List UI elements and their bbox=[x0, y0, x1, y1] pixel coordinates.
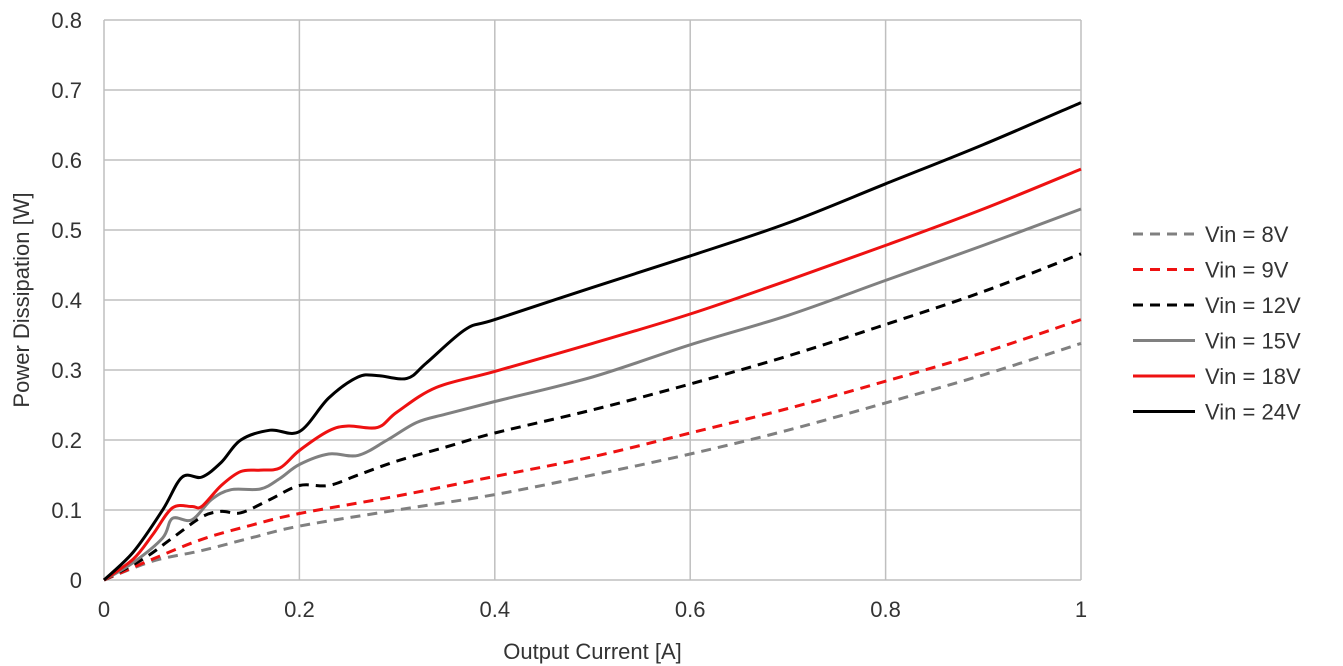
series-line-vin-8v bbox=[103, 341, 1082, 582]
x-tick-label: 1 bbox=[1075, 597, 1087, 622]
x-tick-label: 0.4 bbox=[480, 597, 511, 622]
x-tick-label: 0 bbox=[98, 597, 110, 622]
legend-label: Vin = 18V bbox=[1205, 364, 1301, 389]
legend-label: Vin = 15V bbox=[1205, 329, 1301, 354]
tick-labels: 0 0.1 0.2 0.3 0.4 0.5 0.6 0.7 0.8 0 0.2 0.4 0.6 0.8 1 bbox=[51, 8, 1087, 622]
series-line-vin-9v bbox=[103, 318, 1082, 582]
y-tick-label: 0 bbox=[70, 568, 82, 593]
y-tick-label: 0.3 bbox=[51, 358, 82, 383]
x-tick-label: 0.8 bbox=[870, 597, 901, 622]
y-axis-title: Power Dissipation [W] bbox=[9, 192, 34, 407]
y-tick-label: 0.6 bbox=[51, 148, 82, 173]
legend-label: Vin = 12V bbox=[1205, 293, 1301, 318]
y-tick-label: 0.5 bbox=[51, 218, 82, 243]
series-line-vin-15v bbox=[103, 207, 1082, 582]
y-tick-label: 0.8 bbox=[51, 8, 82, 33]
y-tick-label: 0.1 bbox=[51, 498, 82, 523]
legend: Vin = 8V Vin = 9V Vin = 12V Vin = 15V Vin = … bbox=[1133, 222, 1301, 425]
y-tick-label: 0.2 bbox=[51, 428, 82, 453]
grid bbox=[103, 19, 1082, 581]
legend-label: Vin = 24V bbox=[1205, 400, 1301, 425]
legend-label: Vin = 9V bbox=[1205, 258, 1289, 283]
legend-label: Vin = 8V bbox=[1205, 222, 1289, 247]
x-tick-label: 0.2 bbox=[284, 597, 315, 622]
y-tick-label: 0.7 bbox=[51, 78, 82, 103]
series-line-vin-24v bbox=[102, 101, 1082, 582]
series-line-vin-12v bbox=[103, 252, 1082, 582]
x-tick-label: 0.6 bbox=[675, 597, 706, 622]
series-line-vin-18v bbox=[103, 167, 1082, 582]
series-lines bbox=[102, 101, 1082, 582]
y-tick-label: 0.4 bbox=[51, 288, 82, 313]
x-axis-title: Output Current [A] bbox=[503, 639, 682, 664]
